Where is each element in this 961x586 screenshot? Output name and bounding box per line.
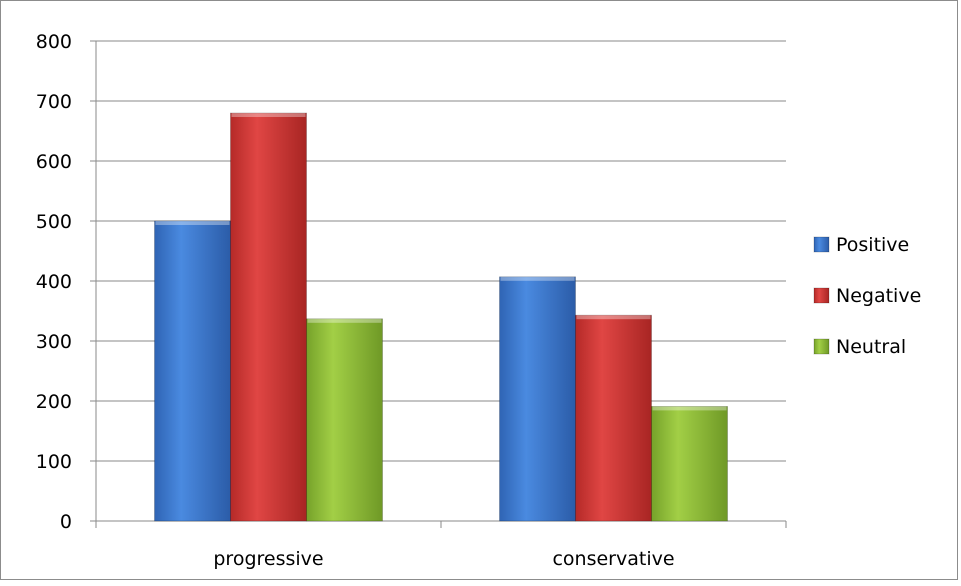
bar-highlight bbox=[576, 315, 651, 320]
bar-highlight bbox=[231, 113, 306, 117]
y-tick-label: 500 bbox=[36, 211, 72, 233]
x-tick-label: conservative bbox=[552, 548, 674, 570]
legend-label-neutral: Neutral bbox=[836, 336, 906, 358]
bar-negative-conservative bbox=[575, 314, 652, 522]
legend-label-positive: Positive bbox=[836, 234, 909, 256]
y-tick-label: 0 bbox=[60, 511, 72, 533]
y-tick-label: 700 bbox=[36, 91, 72, 113]
bar-positive-conservative bbox=[499, 276, 576, 522]
y-tick-label: 100 bbox=[36, 451, 72, 473]
y-tick-label: 300 bbox=[36, 331, 72, 353]
bar-positive-progressive bbox=[154, 220, 231, 522]
bar-neutral-progressive bbox=[306, 318, 383, 522]
legend-swatch-neutral bbox=[813, 338, 830, 355]
y-tick-label: 600 bbox=[36, 151, 72, 173]
tick-labels: 0 100 200 300 400 500 600 700 800 progressive cons… bbox=[36, 31, 675, 570]
legend-swatch-positive bbox=[813, 236, 830, 253]
legend-swatch-negative bbox=[813, 287, 830, 304]
bars bbox=[154, 112, 728, 522]
bar-highlight bbox=[307, 318, 382, 323]
bar-highlight bbox=[500, 276, 575, 281]
bar-highlight bbox=[652, 406, 727, 411]
bar-negative-progressive bbox=[230, 112, 307, 522]
x-tick-label: progressive bbox=[213, 548, 323, 570]
y-tick-label: 800 bbox=[36, 31, 72, 53]
legend-label-negative: Negative bbox=[836, 285, 921, 307]
bar-highlight bbox=[155, 221, 230, 225]
legend: Positive Negative Neutral bbox=[813, 234, 921, 358]
bar-neutral-conservative bbox=[651, 405, 728, 522]
y-tick-label: 200 bbox=[36, 391, 72, 413]
y-tick-label: 400 bbox=[36, 271, 72, 293]
